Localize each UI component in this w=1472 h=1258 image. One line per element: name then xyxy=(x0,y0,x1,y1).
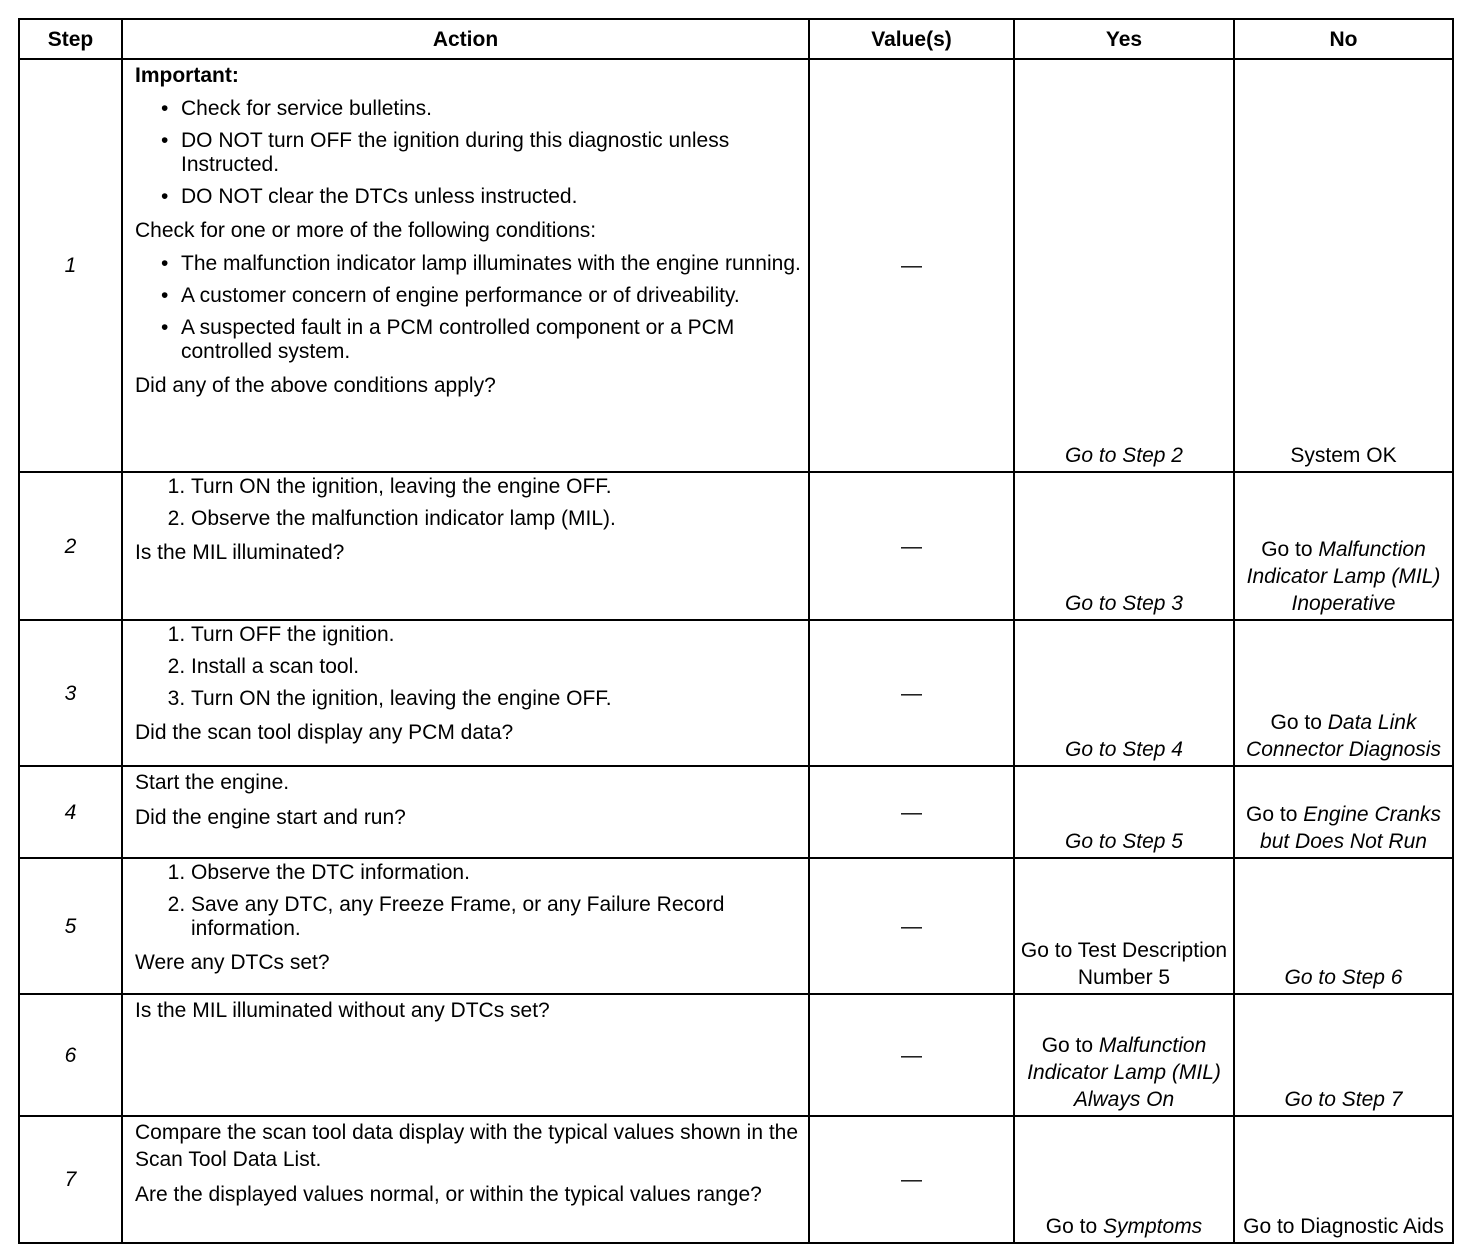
yes-text: Go to Test Description Number 5 xyxy=(1020,939,1228,989)
no-text: Go to xyxy=(1270,711,1328,734)
no-cell: Go to Data Link Connector Diagnosis xyxy=(1233,619,1454,767)
action-text: Were any DTCs set? xyxy=(135,951,330,974)
table-row: 3 Turn OFF the ignition. Install a scan to… xyxy=(18,619,1454,767)
table-row: 4 Start the engine. Did the engine start a… xyxy=(18,765,1454,859)
yes-text: Symptoms xyxy=(1103,1215,1203,1238)
header-row: Step Action Value(s) Yes No xyxy=(18,18,1454,60)
action-text: Check for one or more of the following c… xyxy=(135,219,597,242)
value-cell: — xyxy=(808,993,1015,1117)
yes-text: Go to Step 3 xyxy=(1065,592,1183,615)
action-cell: Observe the DTC information. Save any DTC… xyxy=(121,857,810,995)
list-item: DO NOT clear the DTCs unless instructed. xyxy=(161,185,802,209)
yes-text: Go to Step 2 xyxy=(1065,444,1183,467)
numbered-list: Turn OFF the ignition. Install a scan too… xyxy=(135,623,802,711)
list-item: A customer concern of engine performance… xyxy=(161,284,802,308)
action-text: Are the displayed values normal, or with… xyxy=(135,1183,762,1206)
bullet-list: The malfunction indicator lamp illuminat… xyxy=(135,252,802,364)
yes-cell: Go to Symptoms xyxy=(1013,1115,1235,1244)
list-item: Turn ON the ignition, leaving the engine… xyxy=(191,475,802,499)
no-text: Malfunction Indicator Lamp (MIL) Inopera… xyxy=(1246,538,1441,615)
action-cell: Turn ON the ignition, leaving the engine… xyxy=(121,471,810,621)
yes-text: Malfunction Indicator Lamp (MIL) Always … xyxy=(1027,1034,1221,1111)
diagnostic-table: Step Action Value(s) Yes No 1 Important: C… xyxy=(18,18,1454,1244)
yes-cell: Go to Step 2 xyxy=(1013,58,1235,473)
no-text: Go to Step 6 xyxy=(1284,966,1403,989)
action-cell: Turn OFF the ignition. Install a scan too… xyxy=(121,619,810,767)
no-cell: Go to Engine Cranks but Does Not Run xyxy=(1233,765,1454,859)
action-cell: Compare the scan tool data display with … xyxy=(121,1115,810,1244)
yes-text: Go to xyxy=(1045,1215,1103,1238)
value-cell: — xyxy=(808,765,1015,859)
yes-cell: Go to Step 3 xyxy=(1013,471,1235,621)
no-cell: Go to Malfunction Indicator Lamp (MIL) I… xyxy=(1233,471,1454,621)
no-text: Go to xyxy=(1261,538,1319,561)
list-item: Save any DTC, any Freeze Frame, or any F… xyxy=(191,893,802,941)
header-step: Step xyxy=(18,18,123,60)
no-cell: Go to Step 7 xyxy=(1233,993,1454,1117)
list-item: Observe the DTC information. xyxy=(191,861,802,885)
header-action: Action xyxy=(121,18,810,60)
action-text: Is the MIL illuminated? xyxy=(135,541,345,564)
action-text: Start the engine. xyxy=(135,771,290,794)
value-cell: — xyxy=(808,58,1015,473)
no-cell: System OK xyxy=(1233,58,1454,473)
header-values: Value(s) xyxy=(808,18,1015,60)
yes-cell: Go to Test Description Number 5 xyxy=(1013,857,1235,995)
list-item: Check for service bulletins. xyxy=(161,97,802,121)
value-cell: — xyxy=(808,619,1015,767)
value-cell: — xyxy=(808,471,1015,621)
step-number: 5 xyxy=(18,857,123,995)
no-text: Data Link Connector Diagnosis xyxy=(1246,711,1441,761)
action-cell: Start the engine. Did the engine start an… xyxy=(121,765,810,859)
table-row: 6 Is the MIL illuminated without any DTCs… xyxy=(18,993,1454,1117)
action-heading: Important: xyxy=(135,64,239,87)
step-number: 6 xyxy=(18,993,123,1117)
step-number: 4 xyxy=(18,765,123,859)
action-text: Is the MIL illuminated without any DTCs … xyxy=(135,999,550,1022)
table-row: 5 Observe the DTC information. Save any DT… xyxy=(18,857,1454,995)
action-text: Did any of the above conditions apply? xyxy=(135,374,496,397)
list-item: The malfunction indicator lamp illuminat… xyxy=(161,252,802,276)
table-row: 7 Compare the scan tool data display with… xyxy=(18,1115,1454,1244)
list-item: A suspected fault in a PCM controlled co… xyxy=(161,316,802,364)
list-item: DO NOT turn OFF the ignition during this… xyxy=(161,129,802,177)
header-yes: Yes xyxy=(1013,18,1235,60)
no-text: Go to Step 7 xyxy=(1284,1088,1403,1111)
list-item: Turn ON the ignition, leaving the engine… xyxy=(191,687,802,711)
list-item: Observe the malfunction indicator lamp (… xyxy=(191,507,802,531)
numbered-list: Observe the DTC information. Save any DTC… xyxy=(135,861,802,941)
value-cell: — xyxy=(808,1115,1015,1244)
value-cell: — xyxy=(808,857,1015,995)
yes-cell: Go to Step 4 xyxy=(1013,619,1235,767)
action-cell: Is the MIL illuminated without any DTCs … xyxy=(121,993,810,1117)
table-row: 2 Turn ON the ignition, leaving the engin… xyxy=(18,471,1454,621)
step-number: 3 xyxy=(18,619,123,767)
action-cell: Important: Check for service bulletins. DO… xyxy=(121,58,810,473)
action-text: Did the scan tool display any PCM data? xyxy=(135,721,514,744)
table-row: 1 Important: Check for service bulletins. D… xyxy=(18,58,1454,473)
no-text: Engine Cranks but Does Not Run xyxy=(1260,803,1441,853)
header-no: No xyxy=(1233,18,1454,60)
yes-text: Go to Step 4 xyxy=(1065,738,1183,761)
yes-text: Go to Step 5 xyxy=(1065,830,1183,853)
no-cell: Go to Step 6 xyxy=(1233,857,1454,995)
no-cell: Go to Diagnostic Aids xyxy=(1233,1115,1454,1244)
bullet-list: Check for service bulletins. DO NOT turn … xyxy=(135,97,802,209)
step-number: 1 xyxy=(18,58,123,473)
action-text: Did the engine start and run? xyxy=(135,806,406,829)
yes-cell: Go to Step 5 xyxy=(1013,765,1235,859)
yes-text: Go to xyxy=(1041,1034,1099,1057)
no-text: System OK xyxy=(1290,444,1397,467)
no-text: Go to xyxy=(1246,803,1304,826)
yes-cell: Go to Malfunction Indicator Lamp (MIL) A… xyxy=(1013,993,1235,1117)
list-item: Turn OFF the ignition. xyxy=(191,623,802,647)
no-text: Go to Diagnostic Aids xyxy=(1243,1215,1444,1238)
step-number: 7 xyxy=(18,1115,123,1244)
action-text: Compare the scan tool data display with … xyxy=(135,1121,799,1171)
numbered-list: Turn ON the ignition, leaving the engine… xyxy=(135,475,802,531)
step-number: 2 xyxy=(18,471,123,621)
list-item: Install a scan tool. xyxy=(191,655,802,679)
